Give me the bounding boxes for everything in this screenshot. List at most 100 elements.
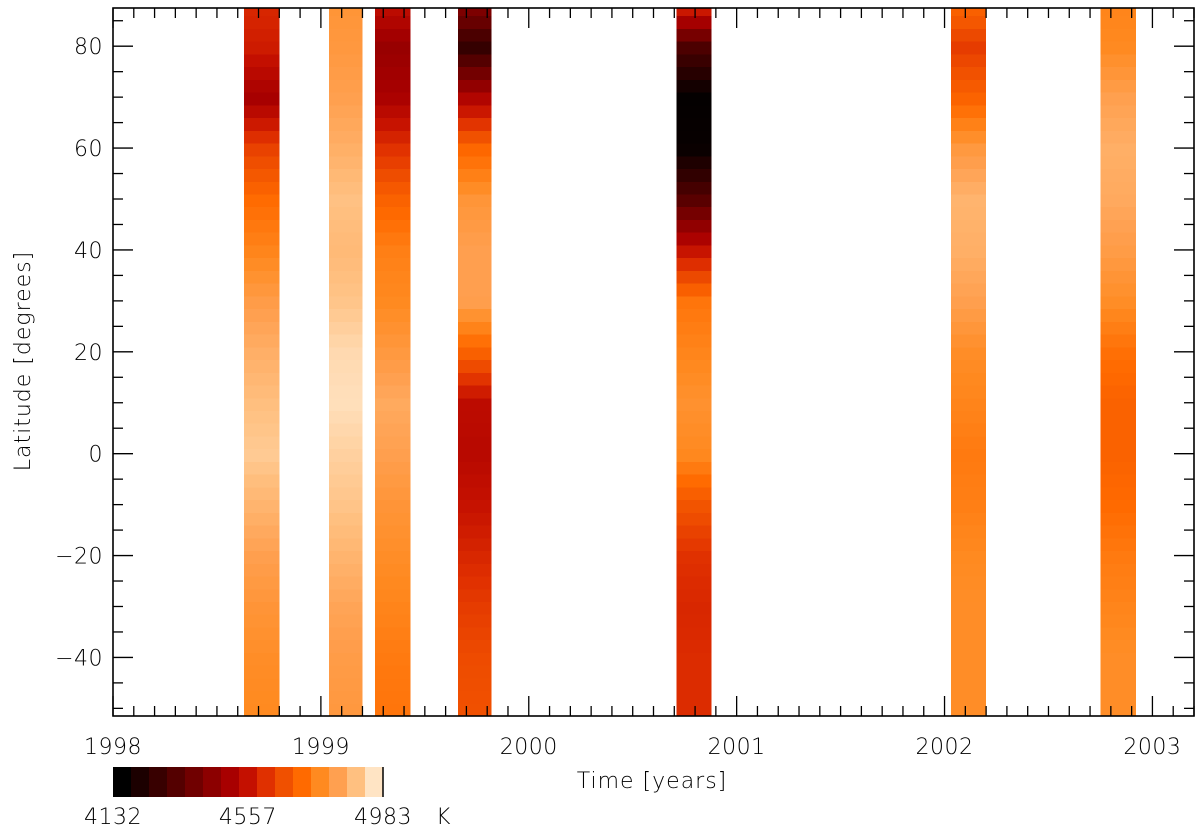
- strip-cell: [950, 461, 987, 475]
- strip-cell: [676, 104, 712, 119]
- strip-cell: [950, 104, 987, 119]
- strip-cell: [458, 384, 492, 399]
- strip-cell: [374, 8, 411, 17]
- strip-cell: [329, 295, 363, 310]
- strip-cell: [950, 537, 987, 552]
- strip-cell: [1100, 270, 1136, 284]
- strip-cell: [1100, 486, 1136, 501]
- strip-cell: [676, 53, 712, 68]
- strip-cell: [243, 244, 280, 259]
- strip-cell: [1100, 168, 1136, 182]
- strip-cell: [243, 181, 280, 195]
- strip-cell: [243, 295, 280, 310]
- strip-cell: [329, 181, 363, 195]
- strip-cell: [329, 588, 363, 602]
- strip-cell: [329, 333, 363, 348]
- strip-cell: [1100, 690, 1136, 704]
- strip-cell: [329, 537, 363, 552]
- colorbar-swatch: [365, 767, 384, 797]
- strip-cell: [374, 15, 411, 29]
- strip-cell: [676, 244, 712, 259]
- strip-cell: [1100, 499, 1136, 513]
- strip-cell: [950, 206, 987, 220]
- strip-cell: [1100, 359, 1136, 373]
- strip-cell: [329, 397, 363, 411]
- strip-cell: [458, 333, 492, 348]
- strip-cell: [676, 448, 712, 462]
- strip-cell: [458, 232, 492, 246]
- strip-cell: [950, 690, 987, 704]
- strip-cell: [243, 333, 280, 348]
- strip-cell: [329, 219, 363, 233]
- strip-cell: [676, 397, 712, 411]
- strip-cell: [1100, 652, 1136, 666]
- strip-cell: [243, 499, 280, 513]
- strip-cell: [374, 575, 411, 590]
- strip-cell: [374, 397, 411, 411]
- x-tick-label: 2001: [708, 735, 766, 760]
- strip-cell: [243, 423, 280, 437]
- strip-cell: [1100, 614, 1136, 628]
- colorbar-swatch: [131, 767, 150, 797]
- strip-cell: [458, 690, 492, 704]
- strip-cell: [329, 626, 363, 641]
- strip-cell: [1100, 206, 1136, 220]
- strip-cell: [676, 333, 712, 348]
- strip-cell: [458, 652, 492, 666]
- strip-cell: [458, 53, 492, 68]
- strip-cell: [458, 372, 492, 386]
- strip-cell: [329, 575, 363, 590]
- strip-cell: [676, 168, 712, 182]
- strip-cell: [1100, 639, 1136, 653]
- strip-cell: [243, 601, 280, 615]
- strip-cell: [374, 614, 411, 628]
- strip-cell: [243, 308, 280, 322]
- strip-cell: [243, 257, 280, 271]
- strip-cell: [243, 15, 280, 29]
- strip-cell: [950, 384, 987, 399]
- strip-cell: [676, 512, 712, 526]
- strip-cell: [329, 601, 363, 615]
- strip-cell: [1100, 563, 1136, 577]
- strip-cell: [1100, 461, 1136, 475]
- strip-cell: [374, 104, 411, 119]
- strip-cell: [1100, 575, 1136, 590]
- strip-cell: [374, 155, 411, 170]
- strip-cell: [329, 142, 363, 157]
- strip-cell: [676, 652, 712, 666]
- strip-cell: [950, 333, 987, 348]
- strip-cell: [243, 588, 280, 602]
- strip-cell: [374, 232, 411, 246]
- strip-cell: [374, 461, 411, 475]
- x-tick-label: 2002: [916, 735, 974, 760]
- strip-cell: [458, 601, 492, 615]
- y-tick-label: 40: [74, 239, 103, 264]
- strip-cell: [950, 142, 987, 157]
- strip-cell: [676, 703, 712, 717]
- strip-cell: [676, 79, 712, 93]
- strip-cell: [458, 639, 492, 653]
- strip-cell: [1100, 295, 1136, 310]
- strip-cell: [458, 130, 492, 144]
- strip-cell: [950, 244, 987, 259]
- strip-cell: [329, 384, 363, 399]
- strip-cell: [374, 321, 411, 335]
- strip-cell: [374, 703, 411, 717]
- strip-cell: [950, 232, 987, 246]
- strip-cell: [950, 53, 987, 68]
- strip-cell: [243, 512, 280, 526]
- strip-cell: [950, 168, 987, 182]
- strip-cell: [374, 372, 411, 386]
- strip-cell: [950, 270, 987, 284]
- strip-cell: [458, 448, 492, 462]
- colorbar-swatch: [185, 767, 204, 797]
- strip-cell: [1100, 677, 1136, 692]
- strip-cell: [374, 677, 411, 692]
- strip-cell: [329, 410, 363, 424]
- strip-cell: [458, 142, 492, 157]
- strip-cell: [950, 435, 987, 450]
- strip-cell: [243, 486, 280, 501]
- strip-cell: [950, 499, 987, 513]
- strip-cell: [243, 130, 280, 144]
